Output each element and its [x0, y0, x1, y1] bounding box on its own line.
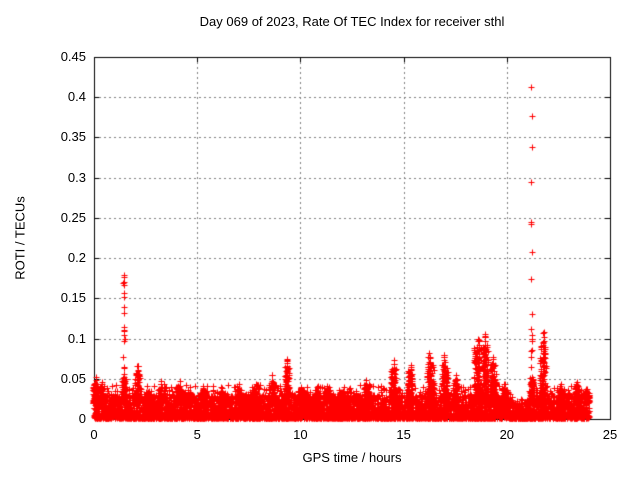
y-tick-label: 0.1	[67, 330, 86, 346]
y-axis-label: ROTI / TECUs	[12, 196, 28, 280]
y-tick-label: 0	[78, 411, 86, 426]
y-tick-label: 0.25	[60, 209, 86, 225]
x-axis-label: GPS time / hours	[302, 450, 402, 465]
y-tick-label: 0.35	[60, 129, 86, 145]
x-tick-label: 20	[499, 427, 515, 442]
y-tick-label: 0.05	[60, 370, 86, 386]
y-tick-label: 0.2	[67, 250, 86, 266]
y-tick-label: 0.3	[67, 169, 86, 185]
x-tick-label: 5	[193, 427, 201, 442]
y-tick-label: 0.45	[60, 49, 86, 64]
x-tick-label: 25	[602, 427, 618, 442]
x-tick-label: 0	[90, 427, 98, 442]
y-tick-label: 0.15	[60, 290, 86, 306]
chart-title: Day 069 of 2023, Rate Of TEC Index for r…	[199, 14, 505, 29]
x-tick-label: 15	[396, 427, 411, 442]
y-tick-label: 0.4	[67, 89, 86, 105]
x-tick-label: 10	[293, 427, 308, 442]
